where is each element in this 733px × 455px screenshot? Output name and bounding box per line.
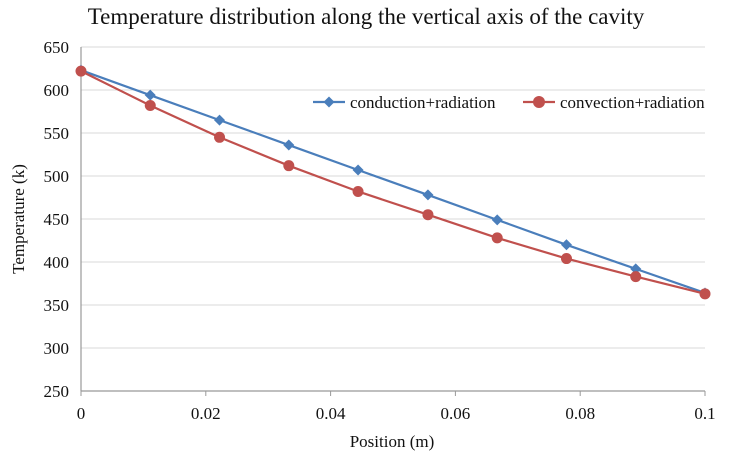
- data-point-diamond: [214, 114, 226, 126]
- data-point-circle: [214, 131, 226, 143]
- x-tick-label: 0.04: [316, 404, 346, 423]
- data-point-diamond: [491, 214, 503, 226]
- data-point-circle: [144, 99, 156, 111]
- legend: conduction+radiation convection+radiation: [313, 93, 705, 112]
- x-axis-ticks: 0 0.02 0.04 0.06 0.08 0.1: [77, 391, 716, 423]
- y-tick-label: 450: [44, 210, 70, 229]
- x-tick-label: 0.06: [441, 404, 471, 423]
- data-point-diamond: [560, 239, 572, 251]
- y-tick-label: 350: [44, 296, 70, 315]
- y-tick-label: 400: [44, 253, 70, 272]
- data-point-diamond: [352, 164, 364, 176]
- x-tick-label: 0.02: [191, 404, 221, 423]
- data-point-circle: [422, 209, 434, 221]
- chart-title: Temperature distribution along the verti…: [88, 4, 645, 29]
- grid-lines: [81, 46, 705, 349]
- legend-label-2: convection+radiation: [560, 93, 705, 112]
- data-point-circle: [283, 160, 295, 172]
- y-tick-label: 250: [44, 382, 70, 401]
- data-point-circle: [491, 232, 503, 244]
- y-axis-label: Temperature (k): [9, 164, 28, 274]
- x-axis-label: Position (m): [350, 432, 435, 451]
- series-group: [75, 64, 711, 300]
- y-tick-label: 300: [44, 339, 70, 358]
- data-point-circle: [75, 65, 87, 77]
- data-point-diamond: [283, 139, 295, 151]
- y-tick-label: 500: [44, 167, 70, 186]
- axes: [80, 47, 705, 392]
- series-line-2: [80, 70, 706, 295]
- data-point-circle: [560, 253, 572, 265]
- y-tick-label: 650: [44, 38, 70, 57]
- data-point-diamond: [144, 89, 156, 101]
- legend-marker-circle: [533, 96, 545, 108]
- data-point-circle: [699, 288, 711, 300]
- data-point-diamond: [630, 263, 642, 275]
- data-point-circle: [630, 271, 642, 283]
- data-point-diamond: [422, 189, 434, 201]
- series-line-1: [80, 69, 706, 294]
- legend-label-1: conduction+radiation: [350, 93, 496, 112]
- x-tick-label: 0: [77, 404, 86, 423]
- data-point-circle: [352, 185, 364, 197]
- y-tick-label: 600: [44, 81, 70, 100]
- x-tick-label: 0.1: [694, 404, 715, 423]
- x-tick-label: 0.08: [565, 404, 595, 423]
- y-axis-ticks: 250 300 350 400 450 500 550 600 650: [44, 38, 70, 401]
- y-tick-label: 550: [44, 124, 70, 143]
- legend-marker-diamond: [323, 96, 335, 108]
